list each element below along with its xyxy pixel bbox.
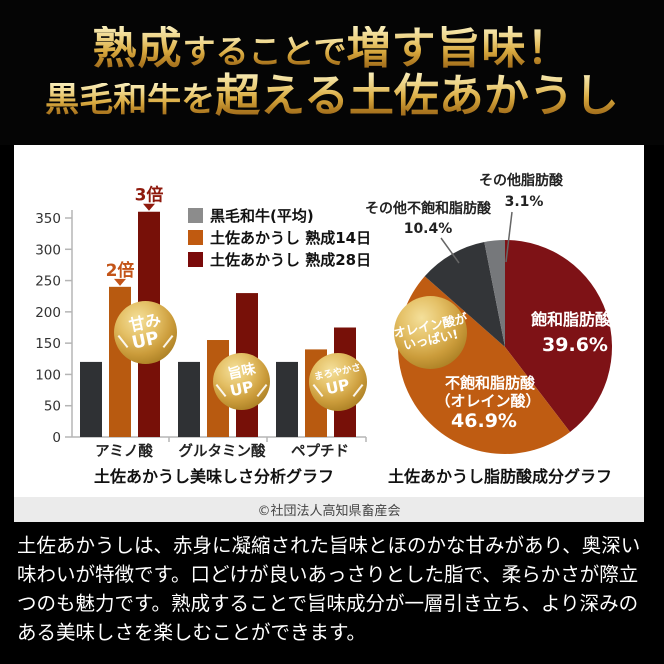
mellowness-up-badge: まろやかさ UP	[309, 353, 367, 411]
badge-slash-decoration	[353, 384, 364, 398]
description-text: 土佐あかうしは、赤身に凝縮された旨味とほのかな甘みがあり、奥深い味わいが特徴です…	[17, 534, 641, 644]
badge-label: UP	[129, 328, 161, 354]
badge-slash-decoration	[256, 383, 267, 397]
chart-panel	[14, 145, 644, 497]
umami-up-badge: 旨味 UP	[213, 353, 270, 410]
badge-label: UP	[324, 375, 352, 399]
header-text-segment: 超える土佐あかうし	[215, 68, 619, 122]
header-text-segment: 増す旨味！	[346, 22, 572, 74]
credit-bar: ©社団法人高知県畜産会	[14, 497, 644, 522]
copyright-text: ©社団法人高知県畜産会	[257, 504, 401, 519]
sweetness-up-badge: 甘み UP	[114, 301, 177, 364]
header-text-segment: 熟成	[92, 22, 183, 74]
header-line-2: 黒毛和牛を 超える土佐あかうし	[45, 68, 619, 122]
badge-label: UP	[227, 377, 255, 401]
header-line-1: 熟成 することで 増す旨味！	[92, 22, 572, 74]
badge-slash-decoration	[216, 383, 227, 397]
header-text-segment: 黒毛和牛を	[45, 79, 216, 120]
badge-slash-decoration	[312, 384, 323, 398]
description-section: 土佐あかうしは、赤身に凝縮された旨味とほのかな甘みがあり、奥深い味わいが特徴です…	[0, 522, 664, 664]
header-text-segment: することで	[182, 31, 347, 71]
badge-slash-decoration	[162, 334, 174, 348]
oleic-acid-badge: オレイン酸が いっぱい!	[392, 296, 469, 369]
badge-slash-decoration	[117, 334, 129, 348]
header-banner: 熟成 することで 増す旨味！ 黒毛和牛を 超える土佐あかうし	[0, 0, 664, 145]
